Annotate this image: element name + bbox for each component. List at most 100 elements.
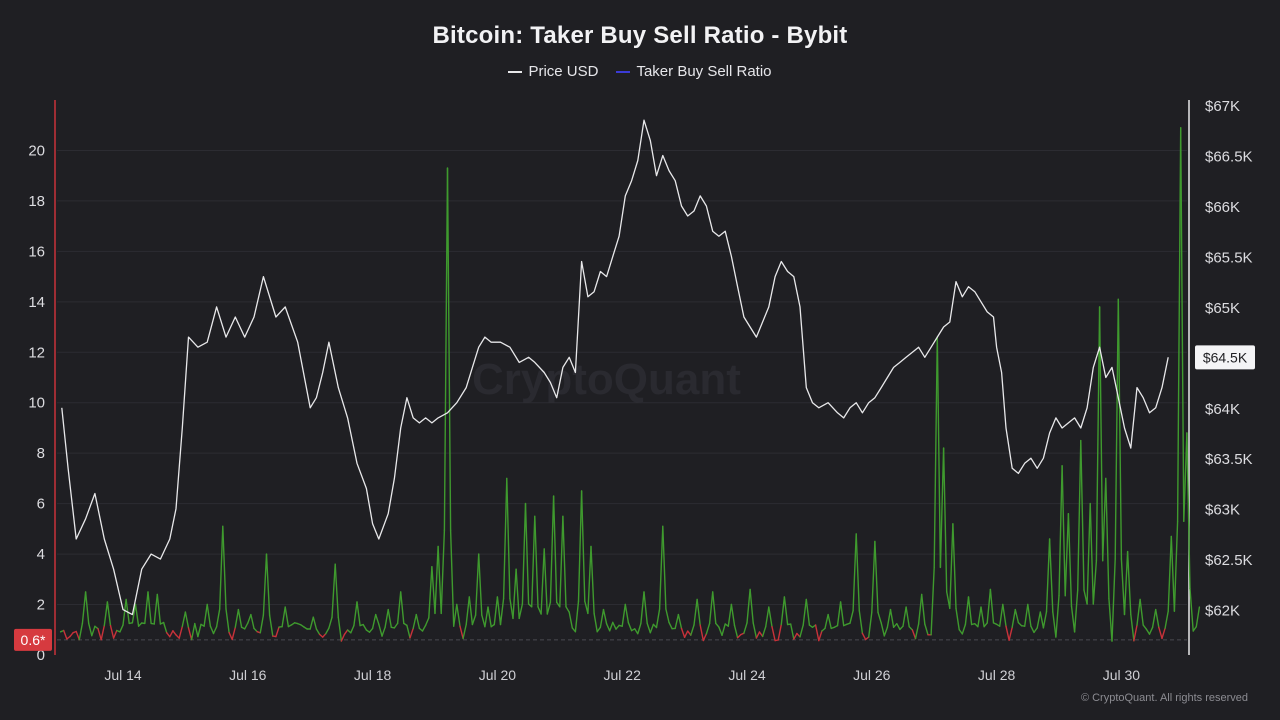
left-axis-tick-label: 8 [37, 445, 45, 462]
ratio-segment [268, 614, 274, 637]
ratio-segment [331, 563, 336, 618]
ratio-segment [69, 632, 74, 638]
ratio-segment [325, 627, 330, 635]
ratio-segment [933, 336, 938, 569]
ratio-segment [749, 588, 754, 624]
ratio-segment [165, 632, 171, 638]
right-axis-tick-label: $67K [1205, 98, 1240, 115]
ratio-segment [122, 598, 127, 626]
ratio-segment [733, 624, 739, 639]
ratio-segment [153, 593, 159, 625]
ratio-segment [87, 622, 93, 637]
legend-swatch-price [508, 70, 523, 73]
ratio-segment [453, 603, 458, 627]
ratio-segment [908, 626, 914, 631]
ratio-segment [1067, 513, 1073, 607]
ratio-segment [924, 623, 929, 636]
ratio-segment [431, 566, 436, 615]
ratio-segment [877, 611, 882, 624]
ratio-segment [986, 588, 992, 624]
ratio-segment [868, 611, 873, 638]
ratio-segment [559, 515, 564, 608]
ratio-segment [861, 632, 867, 641]
legend-item-price[interactable]: Price USD [508, 63, 598, 80]
ratio-segment [169, 630, 174, 638]
ratio-segment [599, 608, 605, 628]
ratio-segment [824, 613, 829, 630]
ratio-segment [484, 606, 489, 628]
ratio-segment [999, 603, 1004, 627]
ratio-segment [197, 623, 202, 638]
ratio-segment [134, 603, 140, 627]
ratio-segment [1076, 439, 1082, 591]
ratio-segment [247, 613, 252, 624]
ratio-segment [172, 630, 177, 636]
ratio-segment [758, 631, 764, 638]
ratio-segment [1139, 598, 1144, 626]
ratio-segment [131, 603, 137, 624]
ratio-segment [353, 601, 358, 627]
ratio-segment [218, 525, 224, 610]
ratio-segment [1173, 520, 1179, 612]
ratio-segment [708, 591, 714, 625]
ratio-segment [858, 610, 864, 634]
ratio-segment [917, 593, 923, 625]
ratio-segment [518, 603, 524, 620]
ratio-segment [1017, 621, 1023, 627]
ratio-segment [980, 606, 985, 628]
ratio-segment [496, 596, 502, 626]
ratio-segment [818, 630, 823, 642]
ratio-segment [250, 613, 255, 630]
ratio-segment [646, 622, 651, 634]
ratio-segment [1055, 595, 1060, 638]
left-axis-tick-label: 0 [37, 647, 45, 664]
ratio-segment [1086, 502, 1091, 605]
left-axis-tick-label: 2 [37, 597, 45, 614]
ratio-segment [184, 611, 190, 629]
ratio-segment [1048, 538, 1054, 613]
ratio-segment [1101, 477, 1107, 562]
ratio-segment [1080, 439, 1085, 591]
price-line [61, 119, 1169, 616]
ratio-segment [1030, 625, 1035, 634]
ratio-segment [805, 598, 811, 626]
ratio-segment [1105, 477, 1110, 600]
ratio-segment [406, 624, 411, 639]
ratio-segment [886, 608, 892, 628]
ratio-segment [1027, 603, 1032, 627]
x-axis-tick-label: Jul 16 [229, 667, 267, 683]
ratio-segment [237, 608, 243, 628]
ratio-segment [761, 626, 767, 638]
ratio-segment [106, 601, 112, 627]
left-value-badge-text: 0.6* [21, 632, 46, 648]
ratio-segment [1167, 535, 1173, 612]
ratio-segment [827, 613, 832, 630]
ratio-segment [81, 591, 87, 625]
ratio-segment [612, 621, 617, 630]
axis-badges: 0.6* $64.5K [14, 345, 1255, 651]
ratio-segment [521, 502, 527, 605]
ratio-segment [602, 608, 608, 625]
ratio-segment [1092, 560, 1098, 605]
ratio-segment [596, 626, 602, 633]
ratio-segment [340, 633, 346, 642]
ratio-segment [1073, 589, 1079, 633]
ratio-segment [1154, 608, 1160, 628]
ratio-segment [384, 608, 389, 628]
ratio-segment [1042, 611, 1048, 629]
ratio-segment [371, 613, 377, 630]
ratio-segment [540, 548, 545, 615]
legend-item-ratio[interactable]: Taker Buy Sell Ratio [616, 63, 772, 80]
ratio-segment [471, 614, 477, 626]
ratio-segment [690, 624, 695, 636]
ratio-segment [1023, 603, 1029, 627]
ratio-segment [665, 608, 670, 624]
ratio-segment [677, 613, 683, 630]
x-axis-tick-label: Jul 26 [853, 667, 891, 683]
ratio-segment [437, 545, 442, 615]
right-value-badge-text: $64.5K [1203, 349, 1248, 365]
ratio-segment [378, 623, 383, 637]
ratio-segment [1186, 432, 1191, 590]
ratio-segment [499, 597, 505, 626]
